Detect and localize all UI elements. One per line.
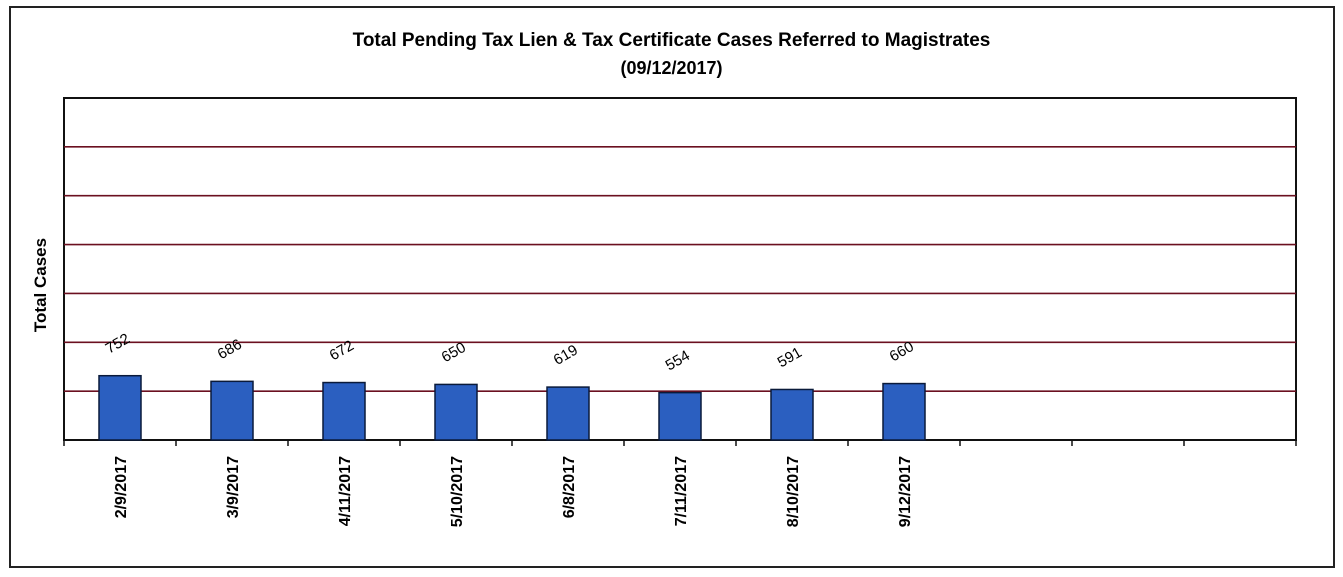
data-label: 591	[775, 344, 805, 371]
bar	[98, 374, 142, 441]
x-tick-label: 6/8/2017	[561, 456, 578, 518]
bar	[770, 388, 814, 441]
data-label: 554	[663, 347, 693, 374]
data-label: 752	[103, 330, 133, 357]
bar	[210, 380, 254, 441]
chart-frame	[9, 6, 1335, 568]
y-axis-label: Total Cases	[31, 238, 50, 332]
x-tick-label: 9/12/2017	[897, 456, 914, 527]
data-label: 619	[551, 342, 581, 369]
bar	[658, 391, 702, 441]
x-tick-label: 8/10/2017	[785, 456, 802, 527]
chart-subtitle: (09/12/2017)	[620, 58, 723, 78]
x-tick-label: 5/10/2017	[449, 456, 466, 527]
x-tick-label: 7/11/2017	[673, 456, 690, 526]
chart-title: Total Pending Tax Lien & Tax Certificate…	[352, 30, 991, 51]
bar	[882, 382, 926, 441]
data-label: 686	[215, 336, 245, 363]
bar	[434, 383, 478, 441]
x-tick-label: 2/9/2017	[113, 456, 130, 518]
bar	[322, 381, 366, 441]
data-label: 672	[327, 337, 357, 364]
x-tick-label: 3/9/2017	[225, 456, 242, 518]
x-tick-label: 4/11/2017	[337, 456, 354, 526]
bar	[546, 386, 590, 441]
